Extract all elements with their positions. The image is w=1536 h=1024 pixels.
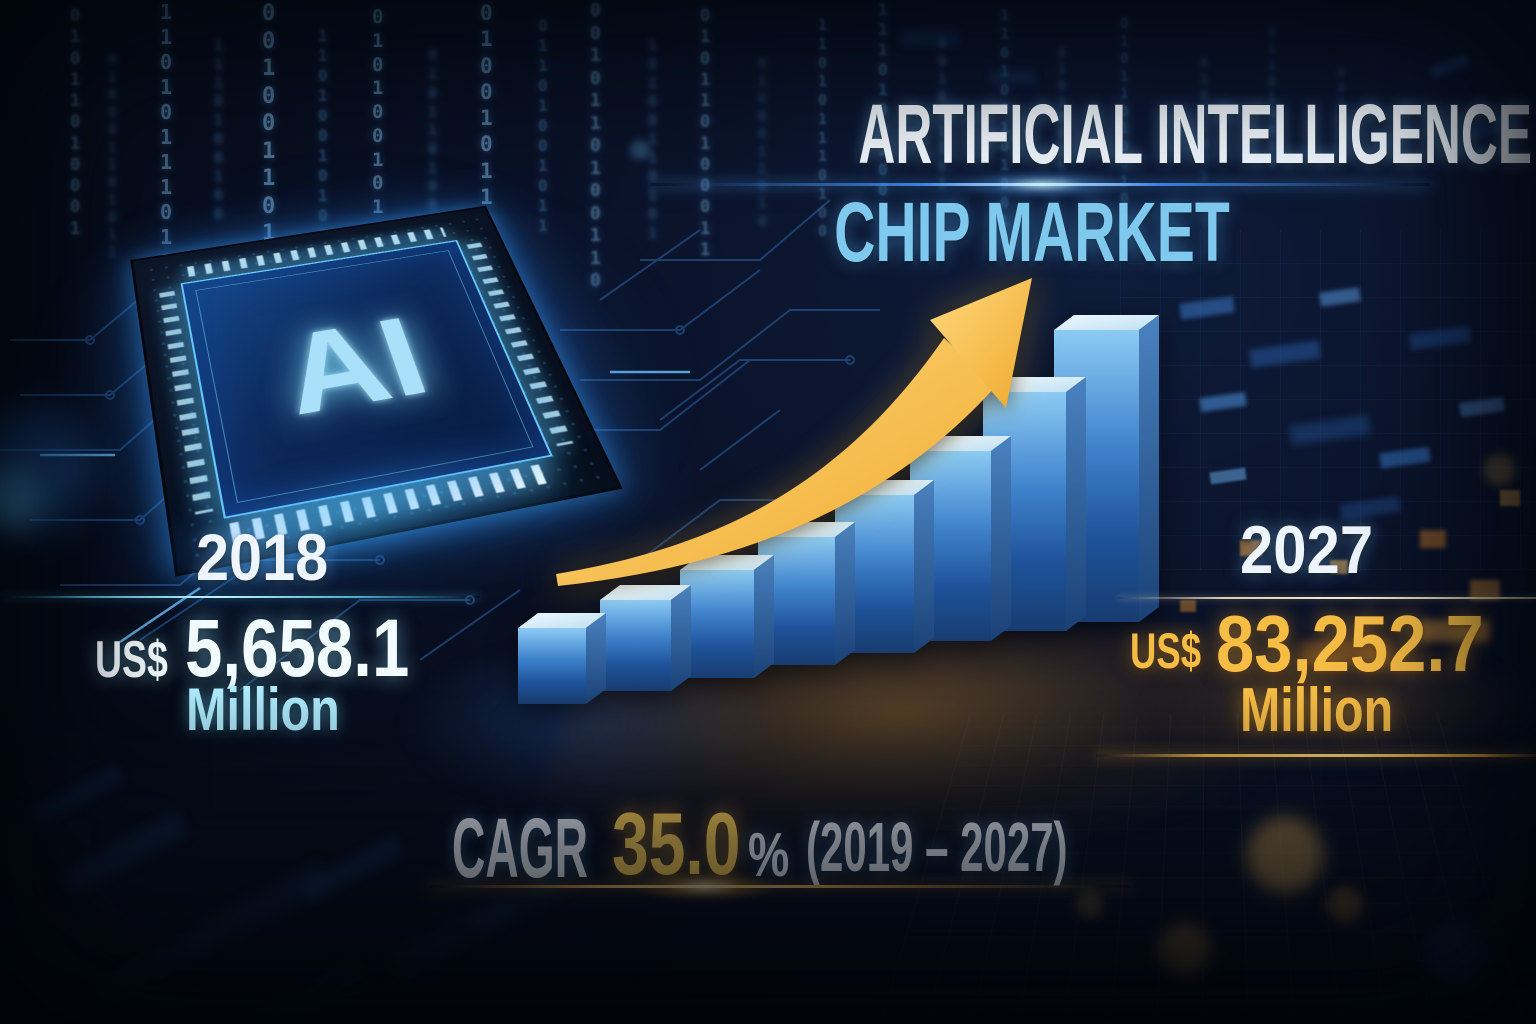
start-divider-line xyxy=(0,596,480,598)
end-year-label: 2027 xyxy=(1240,516,1391,584)
bokeh-light xyxy=(1484,454,1516,486)
title-line-1: ARTIFICIAL INTELLIGENCE xyxy=(858,92,1532,176)
page-title: ARTIFICIAL INTELLIGENCE xyxy=(643,92,1443,176)
start-year-label: 2018 xyxy=(196,524,343,590)
end-value: 83,252.7 xyxy=(1216,604,1527,684)
title-line-2: CHIP MARKET xyxy=(834,190,1230,274)
floor-shadow xyxy=(0,690,1536,1024)
page-subtitle: CHIP MARKET xyxy=(632,190,1432,274)
start-currency-label: US$ xyxy=(95,634,196,686)
infographic-canvas: 0 1 0 1 1 0 1 0 0 0 10 1 0 0 0 1 1 0 1 0… xyxy=(0,0,1536,1024)
end-currency-label: US$ xyxy=(1130,626,1227,676)
